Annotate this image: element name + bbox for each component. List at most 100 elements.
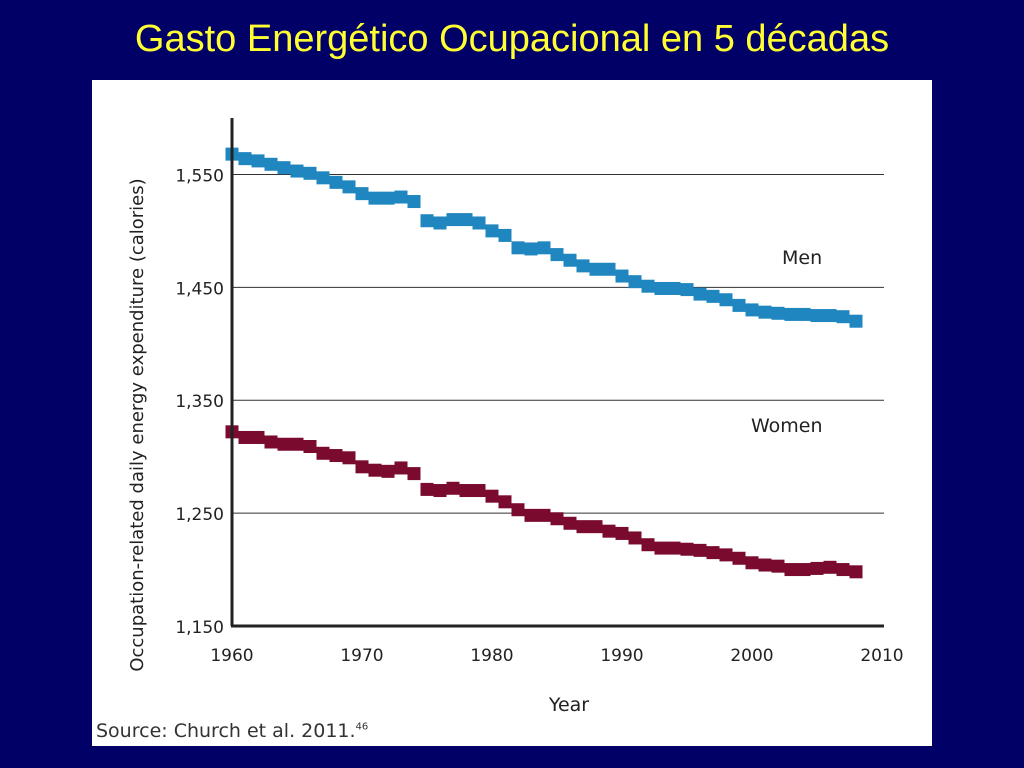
data-point-women [446,481,460,495]
legend-label-men: Men [782,247,822,269]
data-point-men [537,241,551,255]
data-point-men [290,164,304,178]
data-point-men [628,275,642,289]
data-point-women [602,524,616,538]
legend-label-women: Women [751,415,823,437]
data-point-men [797,307,811,321]
grid-layer [232,173,884,514]
data-point-women [420,482,434,496]
x-tick-label: 1960 [210,646,253,666]
data-point-women [745,556,759,570]
x-tick-label: 1980 [470,646,513,666]
y-tick-label: 1,550 [175,166,224,186]
data-point-men [355,187,369,201]
data-point-men [368,191,382,205]
data-point-women [264,435,278,449]
data-point-men [823,309,837,323]
data-point-men [511,241,525,255]
data-point-men [394,190,408,204]
data-point-women [251,430,265,444]
data-point-women [524,508,538,522]
data-point-women [511,503,525,517]
data-point-women [667,541,681,555]
y-tick-label: 1,250 [175,505,224,525]
data-point-women [394,461,408,475]
x-tick-label: 1970 [340,646,383,666]
data-point-women [615,526,629,540]
axis-layer: 1,150 1,250 1,350 1,450 1,550 1960 1970 1980 199… [175,118,904,666]
data-point-women [303,440,317,454]
data-point-men [433,216,447,230]
data-point-women [693,543,707,557]
data-point-women [238,430,252,444]
data-point-women [823,560,837,574]
x-axis-title: Year [548,694,589,716]
slide-title: Gasto Energético Ocupacional en 5 década… [134,18,890,60]
data-point-men [693,287,707,301]
y-tick-label: 1,350 [175,392,224,412]
data-point-men [407,195,421,209]
data-point-men [771,306,785,320]
data-point-men [446,213,460,227]
data-point-men [238,152,252,166]
data-point-women [654,541,668,555]
data-point-women [563,516,577,530]
data-point-women [758,558,772,572]
chart-panel: 1,150 1,250 1,350 1,450 1,550 1960 1970 1980 199… [92,80,932,746]
source-note: Source: Church et al. 2011.46 [96,720,368,742]
data-point-women [498,495,512,509]
data-point-women [589,520,603,534]
data-point-men [381,191,395,205]
data-point-men [420,214,434,228]
data-point-women [459,484,473,498]
source-text: Source: Church et al. 2011. [96,720,356,742]
data-point-men [342,180,356,194]
data-point-men [680,283,694,297]
data-point-women [680,542,694,556]
data-point-women [771,559,785,573]
data-point-women [537,508,551,522]
data-point-men [745,303,759,317]
data-point-women [641,538,655,552]
data-point-men [472,216,486,230]
x-tick-label: 2000 [730,646,773,666]
data-point-women [368,463,382,477]
chart-svg: 1,150 1,250 1,350 1,450 1,550 1960 1970 1980 199… [127,118,904,716]
data-point-women [485,489,499,503]
x-tick-label: 2010 [860,646,903,666]
data-point-men [667,281,681,295]
data-point-men [303,166,317,180]
data-point-men [706,289,720,303]
data-point-women [628,531,642,545]
data-point-men [849,314,863,328]
data-point-women [355,460,369,474]
data-point-men [277,161,291,175]
data-point-women [329,449,343,463]
data-point-women [810,561,824,575]
data-point-women [277,437,291,451]
data-point-women [550,512,564,526]
data-point-men [459,213,473,227]
data-point-men [719,293,733,307]
series-layer [225,147,863,579]
data-point-women [433,484,447,498]
data-point-men [498,228,512,242]
data-point-men [264,157,278,171]
data-point-men [836,310,850,324]
data-point-men [615,269,629,283]
data-point-men [589,262,603,276]
data-point-women [849,565,863,579]
data-point-women [316,446,330,460]
data-point-men [784,307,798,321]
data-point-women [732,551,746,565]
data-point-men [641,279,655,293]
data-point-women [836,563,850,577]
data-point-women [407,467,421,481]
x-tick-label: 1990 [600,646,643,666]
data-point-women [784,563,798,577]
data-point-women [381,464,395,478]
data-point-men [576,259,590,273]
data-point-men [251,154,265,168]
data-point-men [329,175,343,189]
data-point-men [758,305,772,319]
